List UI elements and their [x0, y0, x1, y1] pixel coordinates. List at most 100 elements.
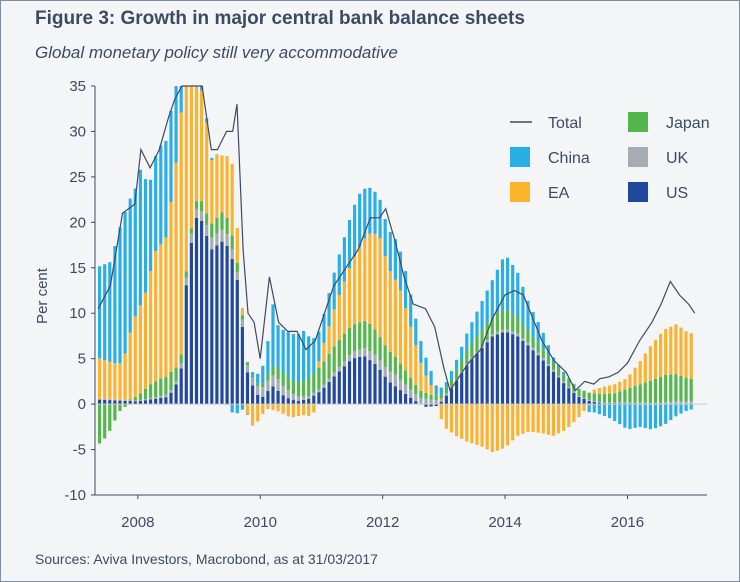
- bar-japan: [225, 217, 229, 235]
- bar-ea: [296, 404, 301, 417]
- bar-ea: [398, 290, 403, 364]
- bar-uk: [266, 380, 270, 392]
- bar-china: [108, 262, 112, 362]
- bar-us: [327, 381, 331, 405]
- bar-ea: [281, 404, 285, 414]
- bar-ea: [582, 404, 586, 412]
- bar-uk: [108, 399, 112, 401]
- bar-uk: [608, 402, 612, 404]
- bar-ea: [506, 404, 510, 446]
- bar-uk: [245, 365, 250, 373]
- bar-china: [608, 404, 612, 419]
- bar-ea: [210, 159, 214, 224]
- bar-us: [205, 235, 209, 405]
- bar-china: [480, 301, 484, 330]
- bar-japan: [470, 342, 474, 358]
- bar-uk: [215, 233, 219, 246]
- bar-ea: [164, 237, 168, 377]
- legend-label-japan: Japan: [666, 115, 710, 132]
- bar-japan: [296, 382, 301, 397]
- bar-us: [266, 391, 270, 405]
- bar-japan: [189, 228, 193, 234]
- bar-ea: [261, 404, 265, 414]
- bar-ea: [230, 163, 234, 236]
- bar-china: [449, 371, 454, 379]
- bar-uk: [674, 401, 678, 405]
- bar-us: [414, 401, 418, 405]
- bar-ea: [674, 324, 678, 375]
- legend-swatch-us: [628, 182, 648, 202]
- bar-uk: [143, 398, 148, 401]
- bar-china: [230, 404, 234, 413]
- bar-china: [485, 290, 489, 323]
- bar-china: [245, 414, 250, 415]
- chart-title: Figure 3: Growth in major central bank b…: [35, 8, 525, 29]
- bar-us: [449, 388, 454, 405]
- bar-us: [261, 396, 265, 405]
- bar-japan: [169, 371, 173, 391]
- bar-japan: [592, 393, 596, 402]
- bar-ea: [490, 404, 494, 453]
- bar-us: [373, 363, 377, 405]
- bar-japan: [266, 374, 270, 381]
- bar-china: [291, 334, 295, 381]
- bar-china: [256, 373, 260, 384]
- bar-uk: [557, 375, 561, 378]
- bar-china: [444, 382, 448, 388]
- bar-japan: [455, 369, 459, 379]
- bar-uk: [154, 396, 158, 399]
- bar-china: [123, 211, 127, 354]
- bar-japan: [577, 388, 581, 397]
- bar-japan: [302, 380, 306, 397]
- bar-uk: [546, 364, 550, 367]
- bar-japan: [332, 346, 336, 373]
- bar-ea: [679, 327, 683, 376]
- bar-uk: [373, 354, 377, 364]
- bar-uk: [133, 400, 137, 402]
- bar-uk: [633, 402, 637, 404]
- bar-ea: [194, 86, 199, 202]
- bar-china: [475, 311, 479, 337]
- bar-uk: [307, 395, 311, 399]
- y-tick-label: 20: [69, 214, 86, 231]
- bar-uk: [286, 390, 290, 399]
- bar-us: [128, 401, 132, 405]
- bar-uk: [312, 392, 316, 396]
- bar-uk: [613, 402, 617, 404]
- bar-japan: [679, 375, 683, 402]
- bar-china: [460, 346, 464, 361]
- bar-ea: [342, 281, 346, 334]
- bar-us: [363, 356, 367, 405]
- bar-china: [154, 156, 158, 252]
- bar-us: [138, 401, 142, 405]
- bar-japan: [653, 378, 658, 403]
- bar-japan: [108, 404, 112, 431]
- bar-us: [322, 387, 326, 405]
- bar-china: [679, 404, 683, 414]
- bar-uk: [669, 401, 673, 405]
- bar-uk: [404, 384, 408, 394]
- bar-japan: [210, 223, 214, 238]
- bar-us: [358, 356, 362, 405]
- bar-uk: [291, 394, 295, 401]
- bar-japan: [424, 392, 428, 399]
- bar-us: [256, 394, 260, 405]
- bar-uk: [383, 366, 387, 377]
- bar-china: [261, 365, 265, 384]
- bar-us: [215, 245, 219, 405]
- bar-japan: [164, 376, 168, 395]
- bar-uk: [184, 277, 188, 286]
- bar-uk: [424, 398, 428, 405]
- bar-uk: [225, 234, 229, 246]
- bar-china: [618, 404, 622, 425]
- bar-us: [149, 399, 153, 405]
- bar-japan: [551, 362, 556, 370]
- bar-china: [521, 286, 525, 324]
- bar-us: [470, 359, 474, 405]
- bar-us: [194, 217, 199, 405]
- bar-china: [317, 331, 321, 362]
- bar-japan: [674, 374, 678, 402]
- bar-japan: [245, 362, 250, 366]
- bar-japan: [138, 393, 142, 400]
- bar-japan: [414, 385, 418, 395]
